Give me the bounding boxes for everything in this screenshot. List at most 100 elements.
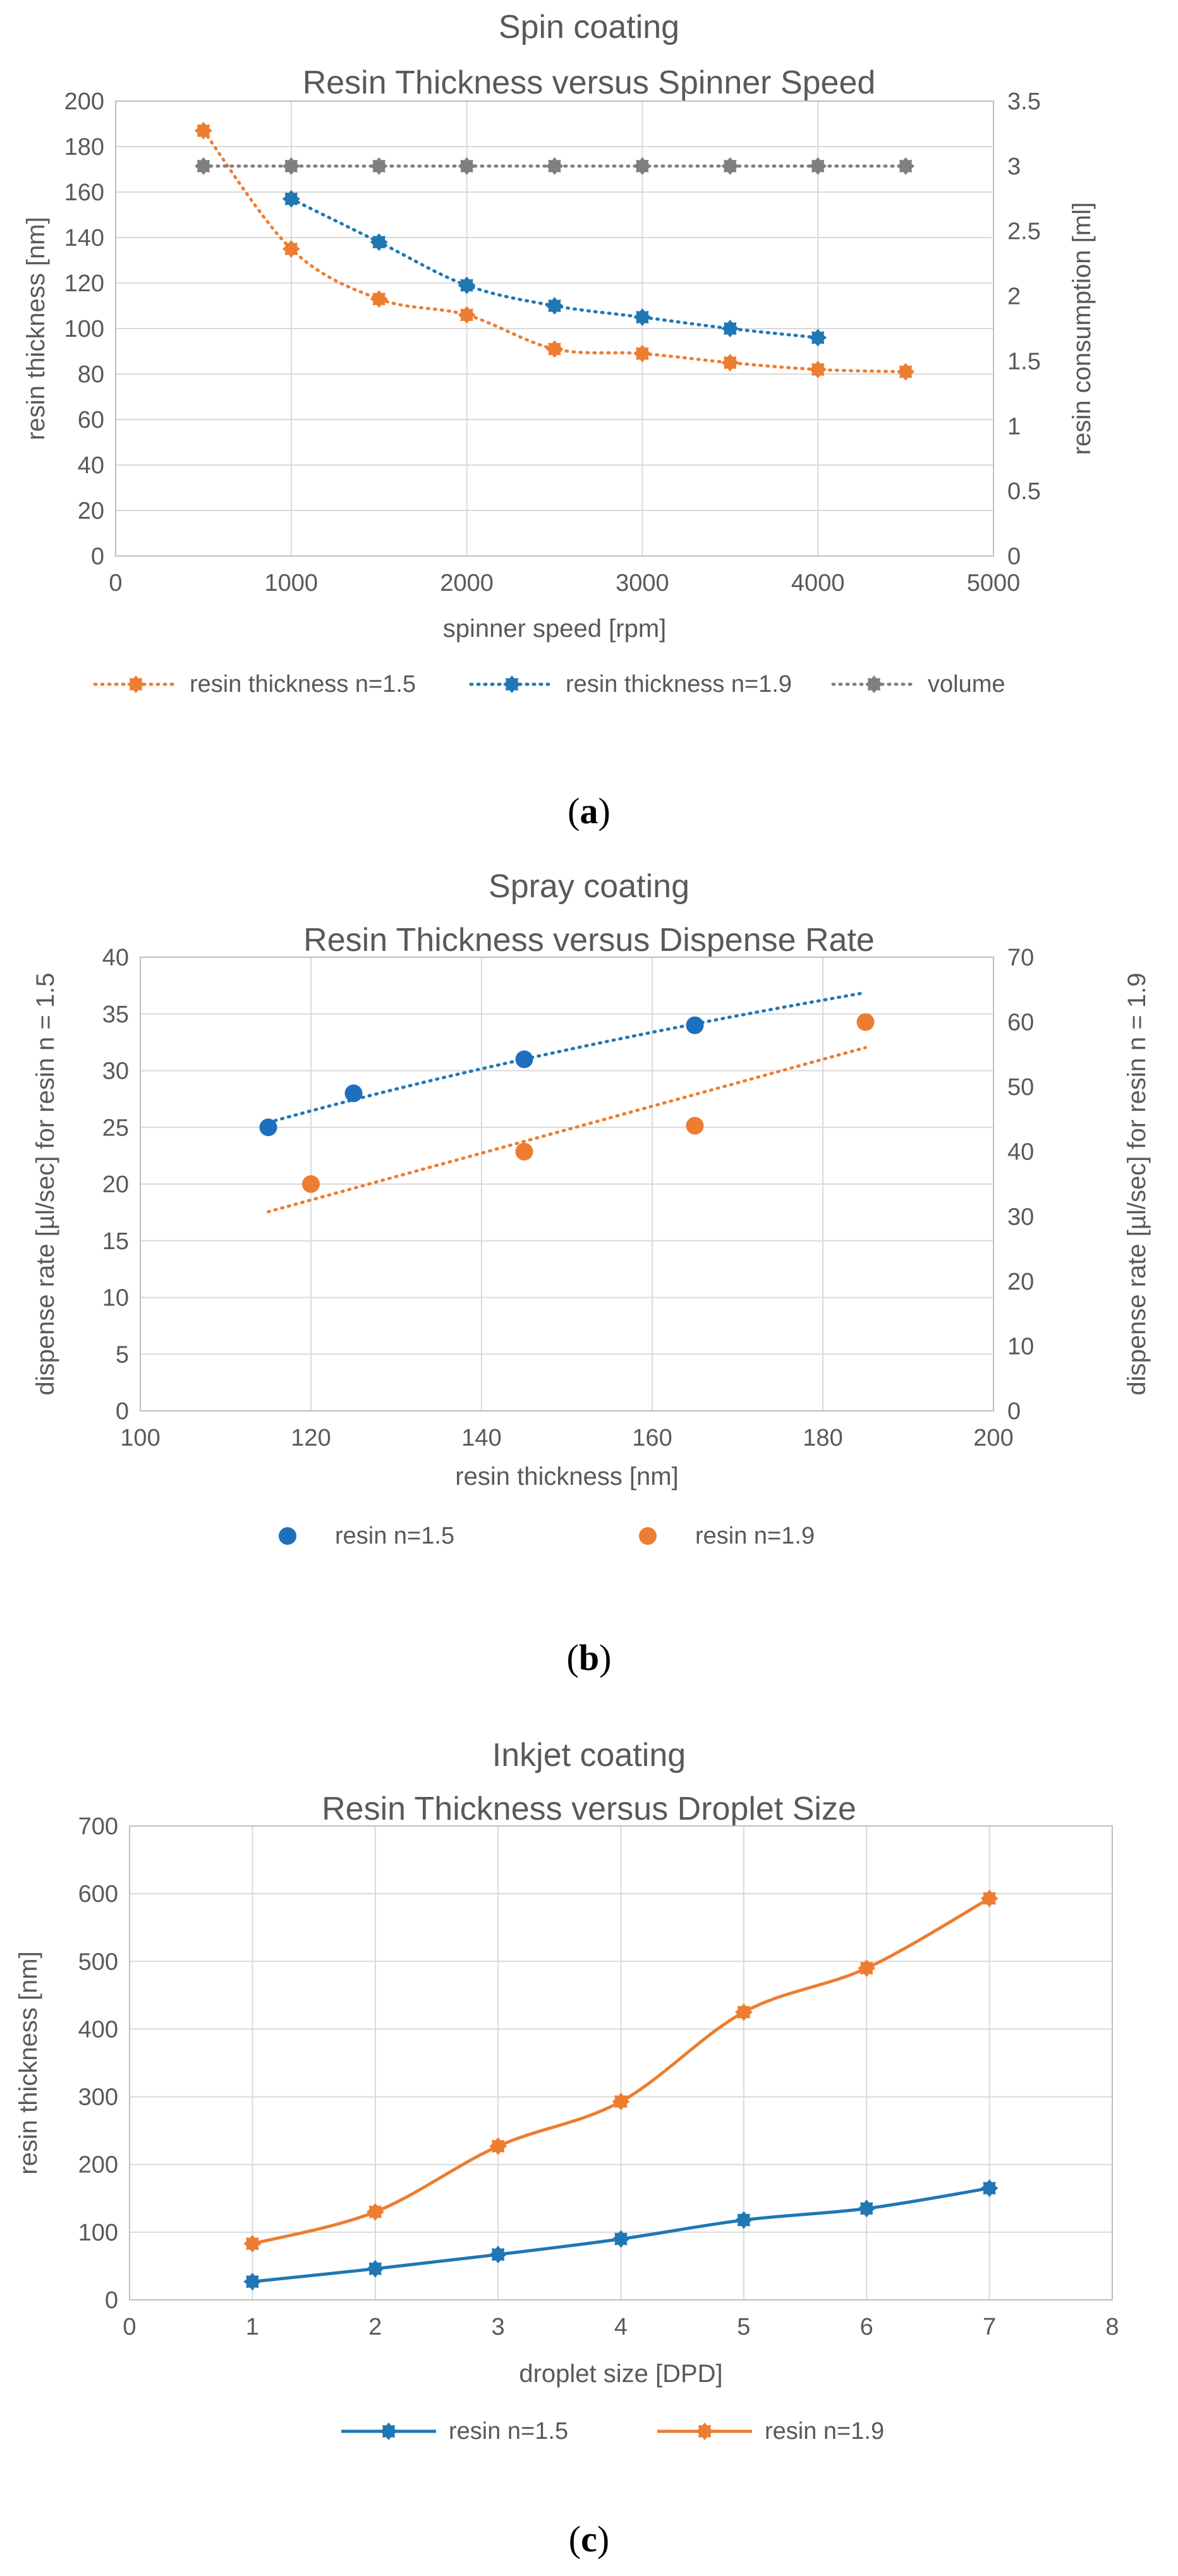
- y-tick-label: 60: [78, 407, 104, 433]
- y-tick-labels: 0 100 200 300 400 500 600 700: [78, 1813, 118, 2314]
- y-tick-label: 100: [78, 2220, 118, 2246]
- data-point: [734, 2003, 753, 2021]
- y2-tick-label: 40: [1007, 1139, 1034, 1166]
- caption-b: (b): [566, 1637, 612, 1678]
- y-tick-label: 120: [64, 270, 104, 297]
- y-axis-label: resin thickness [nm]: [22, 217, 50, 440]
- x-tick-label: 200: [973, 1425, 1013, 1451]
- y-tick-label: 15: [102, 1228, 129, 1255]
- data-point: [809, 360, 827, 378]
- y2-tick-label: 2: [1007, 284, 1021, 310]
- data-point: [370, 157, 388, 175]
- y-tick-label: 0: [116, 1398, 129, 1425]
- chart-subtitle: Resin Thickness versus Dispense Rate: [303, 922, 875, 958]
- y-tick-labels: 0 5 10 15 20 25 30 35 40: [102, 945, 129, 1425]
- data-point: [721, 320, 739, 337]
- caption-a: (a): [568, 790, 610, 831]
- panel-spray-coating: Spray coating Resin Thickness versus Disp…: [0, 850, 1178, 1722]
- data-point: [897, 157, 915, 175]
- spray-coating-chart: Spray coating Resin Thickness versus Disp…: [32, 868, 1151, 1549]
- x-axis-label: resin thickness [nm]: [455, 1463, 678, 1491]
- y2-tick-label: 0.5: [1007, 478, 1041, 505]
- data-point: [282, 190, 300, 208]
- legend-label: resin thickness n=1.9: [566, 671, 792, 698]
- trendline: [267, 1046, 867, 1214]
- y-tick-label: 20: [78, 498, 104, 524]
- data-point: [980, 2179, 999, 2198]
- x-tick-label: 5: [737, 2314, 750, 2340]
- y2-tick-label: 30: [1007, 1204, 1034, 1230]
- y-tick-label: 300: [78, 2084, 118, 2111]
- y-tick-label: 0: [105, 2287, 118, 2314]
- data-point: [686, 1116, 704, 1135]
- legend-marker: [696, 2422, 713, 2440]
- y-tick-label: 35: [102, 1001, 129, 1028]
- series-2: [282, 190, 827, 347]
- legend-item: resin n=1.9: [639, 1523, 815, 1549]
- x-tick-label: 2: [368, 2314, 382, 2340]
- data-point: [721, 354, 739, 372]
- chart-title: Spray coating: [489, 868, 689, 905]
- data-point: [858, 1959, 876, 1977]
- data-point: [489, 2246, 507, 2264]
- data-point: [809, 329, 827, 347]
- y-tick-label: 500: [78, 1949, 118, 1975]
- legend-item: resin n=1.5: [341, 2418, 568, 2445]
- data-point: [856, 1013, 875, 1031]
- data-point: [370, 290, 388, 308]
- series-2: [243, 1889, 999, 2253]
- series-line: [289, 197, 820, 339]
- y2-tick-labels: 0 0.5 1 1.5 2 2.5 3 3.5: [1007, 88, 1041, 570]
- series-2: [267, 1013, 875, 1214]
- chart-subtitle: Resin Thickness versus Spinner Speed: [303, 64, 876, 101]
- panel-inkjet-coating: Inkjet coating Resin Thickness versus Dro…: [0, 1725, 1178, 2576]
- series-1: [243, 2179, 999, 2291]
- y-tick-label: 40: [78, 452, 104, 479]
- legend-label: resin n=1.9: [695, 1523, 815, 1549]
- y-tick-labels: 0 20 40 60 80 100 120 140 160 180 200: [64, 88, 104, 570]
- plot-area: [129, 1825, 1113, 2301]
- x-tick-label: 120: [291, 1425, 331, 1451]
- caption-c: (c): [568, 2519, 610, 2560]
- legend-label: resin n=1.9: [765, 2418, 884, 2445]
- legend-marker: [279, 1527, 296, 1545]
- data-point: [243, 2273, 262, 2291]
- legend-label: resin n=1.5: [449, 2418, 568, 2445]
- y2-tick-label: 0: [1007, 1398, 1021, 1425]
- data-point: [545, 157, 564, 175]
- y2-tick-label: 10: [1007, 1333, 1034, 1360]
- data-point: [515, 1142, 533, 1161]
- legend-item: resin thickness n=1.9: [469, 671, 792, 698]
- plot-area: [115, 100, 994, 557]
- y2-tick-label: 2.5: [1007, 219, 1041, 245]
- x-tick-label: 0: [123, 2314, 136, 2340]
- y-tick-label: 25: [102, 1115, 129, 1141]
- data-point: [344, 1084, 363, 1103]
- x-tick-label: 1: [246, 2314, 259, 2340]
- data-point: [302, 1175, 320, 1193]
- legend-marker: [865, 675, 883, 693]
- x-tick-label: 2000: [440, 570, 494, 596]
- y-tick-label: 600: [78, 1881, 118, 1908]
- legend-label: resin thickness n=1.5: [190, 671, 416, 698]
- y-tick-label: 700: [78, 1813, 118, 1840]
- x-tick-label: 140: [461, 1425, 501, 1451]
- data-point: [858, 2199, 876, 2218]
- legend-marker: [639, 1527, 657, 1545]
- panel-spin-coating: Spin coating Resin Thickness versus Spinn…: [0, 0, 1178, 847]
- legend-item: resin n=1.9: [657, 2418, 884, 2445]
- legend-marker: [127, 675, 145, 693]
- legend-marker: [380, 2422, 398, 2440]
- legend: resin n=1.5 resin n=1.9: [341, 2418, 884, 2445]
- y2-axis-label: resin consumption [ml]: [1068, 202, 1096, 455]
- y2-tick-label: 60: [1007, 1010, 1034, 1036]
- gridlines: [129, 1825, 1113, 2301]
- data-point: [897, 363, 915, 381]
- legend-label: volume: [928, 671, 1005, 698]
- data-point: [721, 157, 739, 175]
- data-point: [259, 1118, 277, 1137]
- data-point: [734, 2211, 753, 2229]
- data-point: [458, 306, 476, 324]
- y-tick-label: 20: [102, 1171, 129, 1198]
